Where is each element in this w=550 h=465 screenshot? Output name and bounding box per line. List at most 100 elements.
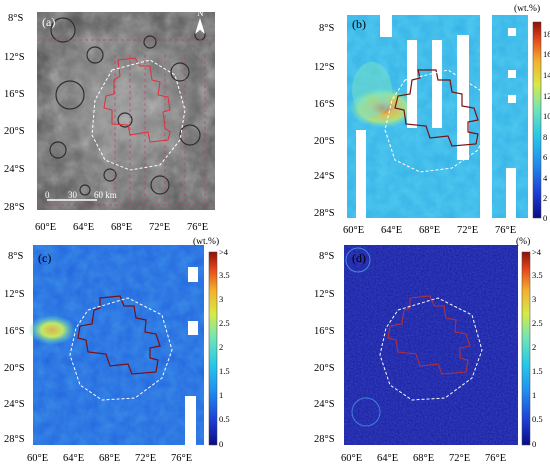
colorbar-unit: (%) [516, 236, 530, 247]
lat-tick: 28°S [4, 434, 25, 445]
lon-tick: 68°E [111, 222, 132, 233]
colorbar-tick: 1.5 [219, 366, 230, 376]
lat-tick: 20°S [314, 363, 335, 374]
lon-tick: 72°E [449, 453, 470, 464]
crater-ring [345, 247, 371, 273]
colorbar-tick: 1.5 [532, 366, 543, 376]
north-label: N [197, 8, 204, 18]
colorbar-unit: (wt.%) [193, 236, 219, 247]
scale-label-30: 30 [68, 190, 78, 200]
study-area-boundary-a [103, 57, 171, 143]
lat-tick: 28°S [314, 434, 335, 445]
lon-tick: 64°E [73, 222, 94, 233]
north-arrow [195, 18, 205, 34]
lon-tick: 68°E [413, 453, 434, 464]
lat-tick: 12°S [314, 62, 335, 73]
lat-tick: 20°S [4, 126, 25, 137]
colorbar-tick: 8 [543, 132, 547, 142]
lon-tick: 68°E [419, 225, 440, 236]
lon-tick: 60°E [341, 453, 362, 464]
lon-tick: 72°E [457, 225, 478, 236]
colorbar-tick: 1 [219, 390, 223, 400]
craters [49, 17, 206, 196]
study-area-boundary-d [387, 295, 471, 375]
study-area-boundary-c [77, 295, 161, 375]
colorbar-tick: 0.5 [532, 414, 543, 424]
lat-tick: 24°S [4, 164, 25, 175]
colorbar-tick: 2.5 [219, 318, 230, 328]
study-area-boundary-b [394, 69, 479, 147]
panel-d: (d) (%) >4 3.5 3 2.5 2 1.5 1 0.5 0 8°S 1… [314, 236, 543, 464]
panel-letter: (d) [352, 251, 366, 265]
crater-ring [351, 397, 381, 427]
colorbar-tick: 0 [532, 439, 536, 449]
outer-boundary-d [379, 297, 483, 401]
lon-tick: 76°E [485, 453, 506, 464]
lon-tick: 60°E [35, 222, 56, 233]
panel-a-map: N 0 30 60 km (a) [37, 8, 215, 210]
colorbar-tick: 1 [532, 390, 536, 400]
panel-c-map: (c) [28, 245, 204, 445]
lat-tick: 12°S [4, 289, 25, 300]
lat-tick: 8°S [8, 251, 23, 262]
colorbar-tick: 2 [543, 193, 547, 203]
lon-tick: 64°E [381, 225, 402, 236]
outer-boundary-b [384, 69, 489, 173]
lon-tick: 76°E [171, 453, 192, 464]
lon-tick: 64°E [63, 453, 84, 464]
panel-b: (b) (wt.%) 18 16 14 12 10 8 6 4 2 0 8°S … [314, 3, 550, 236]
colorbar-tick: 0 [543, 213, 547, 223]
grid-lines [37, 39, 215, 206]
colorbar-tick: 10 [543, 111, 550, 121]
outer-boundary-a [91, 59, 186, 171]
colorbar-tick: 14 [543, 70, 550, 80]
lon-tick: 64°E [377, 453, 398, 464]
colorbar-tick: 2 [532, 342, 536, 352]
colorbar-d: (%) >4 3.5 3 2.5 2 1.5 1 0.5 0 [516, 236, 543, 449]
panel-letter: (b) [352, 17, 366, 31]
lon-axis-d: 60°E 64°E 68°E 72°E 76°E [341, 453, 506, 464]
lat-tick: 24°S [4, 399, 25, 410]
colorbar-tick: 4 [543, 173, 548, 183]
colorbar-tick: 2 [219, 342, 223, 352]
lat-tick: 16°S [314, 99, 335, 110]
data-gaps-c [185, 267, 198, 445]
colorbar-tick: 0.5 [219, 414, 230, 424]
lat-tick: 28°S [4, 202, 25, 213]
lat-axis-d: 8°S 12°S 16°S 20°S 24°S 28°S [314, 251, 335, 445]
panel-letter: (c) [38, 251, 51, 265]
lon-tick: 72°E [149, 222, 170, 233]
lon-tick: 76°E [187, 222, 208, 233]
lon-axis-b: 60°E 64°E 68°E 72°E 76°E [343, 225, 516, 236]
colorbar-tick: 12 [543, 91, 550, 101]
lat-tick: 12°S [4, 52, 25, 63]
colorbar-unit: (wt.%) [514, 3, 540, 14]
panel-a: N 0 30 60 km (a) 8°S 12°S 16°S 20°S 24°S… [4, 8, 215, 233]
colorbar-tick: 3 [219, 294, 223, 304]
colorbar-tick: 2.5 [532, 318, 543, 328]
lon-axis-a: 60°E 64°E 68°E 72°E 76°E [35, 222, 208, 233]
lat-axis-c: 8°S 12°S 16°S 20°S 24°S 28°S [4, 251, 25, 445]
colorbar-tick: 0 [219, 439, 223, 449]
lat-tick: 20°S [314, 136, 335, 147]
panel-d-map: (d) [344, 245, 518, 445]
lat-tick: 16°S [4, 89, 25, 100]
lat-tick: 8°S [319, 251, 334, 262]
colorbar-tick: 3 [532, 294, 536, 304]
colorbar-tick: 18 [543, 29, 550, 39]
colorbar-c: (wt.%) >4 3.5 3 2.5 2 1.5 1 0.5 0 [193, 236, 230, 449]
lat-tick: 8°S [319, 23, 334, 34]
colorbar-tick: 16 [543, 49, 550, 59]
colorbar-tick: >4 [219, 247, 229, 257]
colorbar-tick: >4 [532, 247, 542, 257]
lon-tick: 60°E [27, 453, 48, 464]
lat-tick: 16°S [4, 326, 25, 337]
panel-c: (c) (wt.%) >4 3.5 3 2.5 2 1.5 1 0.5 0 8°… [4, 236, 230, 464]
lat-tick: 24°S [314, 171, 335, 182]
colorbar-tick: 6 [543, 152, 547, 162]
colorbar-tick: 3.5 [219, 270, 230, 280]
scale-label-0: 0 [45, 190, 50, 200]
lat-tick: 16°S [314, 326, 335, 337]
panel-b-map: (b) [347, 15, 528, 218]
lat-tick: 24°S [314, 399, 335, 410]
